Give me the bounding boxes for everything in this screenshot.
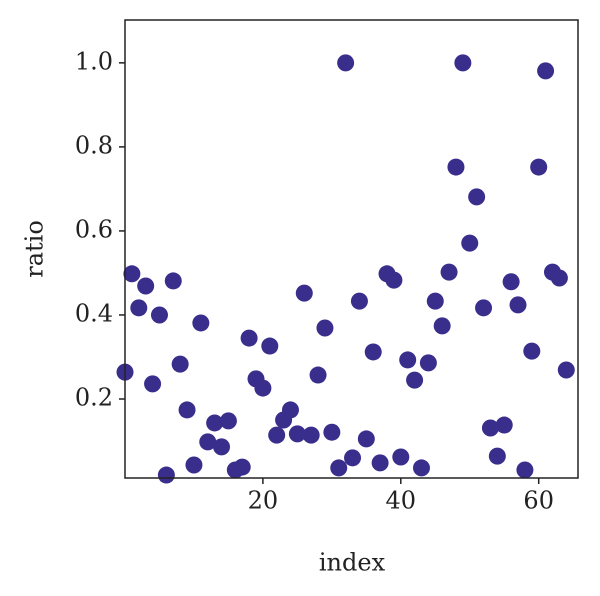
point: [254, 379, 272, 397]
point: [219, 412, 237, 430]
y-tick-label: 0.6: [75, 215, 113, 243]
y-tick-label: 0.8: [75, 131, 113, 159]
point: [137, 277, 155, 295]
point: [240, 329, 258, 347]
point: [385, 271, 403, 289]
point: [233, 458, 251, 476]
point: [399, 351, 417, 369]
point: [206, 414, 224, 432]
point: [412, 459, 430, 477]
point: [495, 416, 513, 434]
point: [295, 284, 313, 302]
x-tick-label: 40: [386, 487, 417, 515]
x-axis-label: index: [319, 549, 386, 577]
point: [481, 419, 499, 437]
point: [433, 317, 451, 335]
point: [344, 449, 362, 467]
point: [488, 447, 506, 465]
point: [550, 269, 568, 287]
point: [288, 425, 306, 443]
point: [281, 401, 299, 419]
point: [419, 354, 437, 372]
point: [454, 54, 472, 72]
point: [357, 430, 375, 448]
point: [316, 319, 334, 337]
point: [164, 272, 182, 290]
point: [123, 265, 141, 283]
plot-frame: [124, 19, 579, 479]
point: [350, 292, 368, 310]
point: [461, 234, 479, 252]
point: [337, 54, 355, 72]
point: [406, 371, 424, 389]
point: [330, 459, 348, 477]
point: [130, 299, 148, 317]
point: [440, 263, 458, 281]
point: [475, 299, 493, 317]
point: [530, 158, 548, 176]
point: [371, 454, 389, 472]
point: [502, 273, 520, 291]
point: [509, 296, 527, 314]
point: [185, 456, 203, 474]
point: [213, 438, 231, 456]
point: [192, 314, 210, 332]
point: [268, 426, 286, 444]
point: [199, 433, 217, 451]
x-tick-label: 60: [523, 487, 554, 515]
y-axis-label: ratio: [21, 220, 49, 278]
x-tick-label: 20: [248, 487, 279, 515]
point: [516, 461, 534, 479]
point: [364, 343, 382, 361]
point: [523, 342, 541, 360]
point: [323, 423, 341, 441]
point: [557, 361, 575, 379]
y-tick-label: 1.0: [75, 47, 113, 75]
point: [144, 375, 162, 393]
point: [171, 355, 189, 373]
point: [392, 448, 410, 466]
point: [468, 188, 486, 206]
point: [426, 292, 444, 310]
point: [150, 306, 168, 324]
point: [157, 466, 175, 484]
y-tick-label: 0.4: [75, 299, 113, 327]
y-tick-label: 0.2: [75, 384, 113, 412]
point: [309, 366, 327, 384]
point: [261, 337, 279, 355]
point: [178, 401, 196, 419]
point: [537, 62, 555, 80]
point: [302, 426, 320, 444]
point: [447, 158, 465, 176]
